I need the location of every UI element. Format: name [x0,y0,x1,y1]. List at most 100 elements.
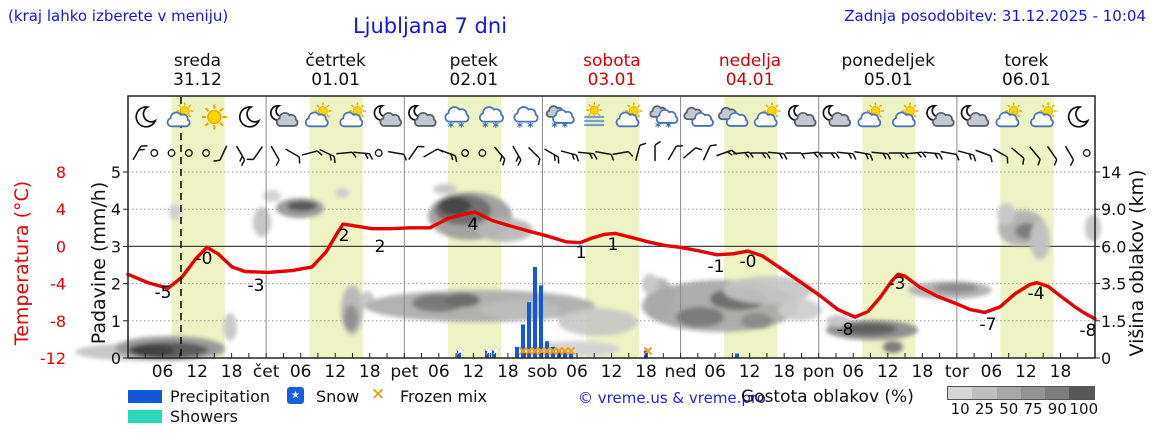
density-segment-90 [1045,387,1070,399]
frozen-mix-mark [537,347,545,355]
hour-label: 18 [497,362,519,382]
wind-barb-icon [871,151,892,160]
wind-calm-icon [150,149,159,157]
snow-flakes: * * [551,120,568,134]
wind-barb-icon [750,152,771,159]
day-header-sobota: sobota 03.01 [542,52,681,90]
showers-swatch [128,410,162,423]
temperature-tick-label: -4 [50,275,66,294]
wind-barb-icon [975,149,993,163]
last-update-timestamp: Zadnja posodobitev: 31.12.2025 - 10:04 [844,7,1146,25]
hour-label: 12 [601,362,623,382]
precipitation-tick-label: 4 [111,200,121,219]
hour-label: 12 [877,362,899,382]
density-segment-100 [1069,387,1094,399]
hour-label: 18 [635,362,657,382]
wind-barb-icon [270,145,280,167]
temperature-value-label: 1 [608,235,619,255]
cloud-shape [414,112,437,127]
cloud-height-tick-label: 0 [1101,349,1111,368]
cloud-cover-layer [75,184,1101,361]
wind-barb-icon [1011,147,1025,165]
day-name: nedelja [718,51,782,71]
temperature-tick-label: 0 [56,237,66,256]
hour-label: 12 [324,362,346,382]
temperature-tick-label: 8 [56,163,66,182]
day-abbr-label: pet [390,362,418,382]
menu-hint: (kraj lahko izberete v meniju) [8,7,229,25]
precipitation-bar [457,350,461,358]
cloud-blob [723,276,813,304]
day-abbr-label: tor [945,362,969,382]
snow-mark: ★ [485,346,494,357]
weather-icon-sun-cloud [166,102,194,128]
precipitation-bar [539,285,543,358]
temperature-value-label: -4 [1028,284,1045,304]
hour-label: 06 [290,362,312,382]
day-name: torek [1004,51,1049,71]
cloud-shape [275,112,299,127]
frozen-mix-mark [543,347,551,355]
cloud-blob [997,203,1015,225]
day-header-ponedeljek: ponedeljek 05.01 [819,52,958,90]
snow-legend-label: Snow [316,387,360,406]
copyright-link[interactable]: © vreme.us & vreme.pro [578,389,766,407]
weather-icon-cloud-snow: * * [513,106,539,134]
density-level-label: 25 [974,400,994,418]
day-abbr-label: ned [665,362,697,382]
wind-barb-icon [785,152,806,159]
hour-label: 12 [463,362,485,382]
weather-icon-sun-cloud [753,102,781,128]
wind-barb-icon [1046,146,1058,166]
cloud-shape [513,106,539,123]
weather-icon-cloud-snow: * * [478,106,504,134]
cloud-height-tick-label: 14 [1101,163,1121,182]
temperature-value-label: 2 [375,237,386,257]
moon-shape [1067,106,1090,128]
day-name: četrtek [305,51,366,71]
wind-barb-icon [560,150,580,162]
temperature-value-label: -8 [837,320,854,340]
weather-icon-moon-cloud [822,104,851,127]
hour-label: 06 [842,362,864,382]
density-level-label: 75 [1023,400,1043,418]
precipitation-bar [485,350,489,358]
wind-barb-icon [940,150,960,161]
day-date: 04.01 [725,70,775,90]
hour-label: 18 [359,362,381,382]
density-segment-50 [996,387,1021,399]
frozen-mix-mark [567,347,575,355]
weather-icon-clouds [718,106,749,127]
wind-calm-icon [1082,149,1091,157]
wind-barb-icon [527,146,541,166]
temperature-value-label: -3 [248,276,265,296]
day-abbr-label: sob [527,362,557,382]
cloud-shape [857,111,882,128]
snow-flakes: * * [517,120,534,134]
wind-barb-icon [888,152,909,159]
wind-calm-icon [374,149,383,157]
precipitation-bar [551,346,555,358]
cloud-blob [778,299,822,321]
weather-icon-moon [1067,106,1090,128]
day-abbr-label: čet [253,362,280,382]
temperature-tick-label: -8 [50,312,66,331]
frozen-mix-mark [561,347,569,355]
hour-label: 06 [704,362,726,382]
precipitation-bar [569,353,573,358]
cloud-shape [655,109,679,124]
frozen-mix-mark [549,347,557,355]
frozen-mix-legend-label: Frozen mix [400,387,488,406]
frozen-mix-mark [525,347,533,355]
precipitation-bar [557,350,561,358]
wind-barb-icon [408,145,425,160]
wind-barb-icon [512,145,522,167]
weather-icon-clouds-snow: * * [649,105,679,134]
wind-barb-icon [906,151,927,158]
cloud-blob [883,341,903,353]
weather-icon-fog-sun [584,101,605,127]
wind-barb-icon [802,151,823,158]
wind-calm-icon [202,149,211,157]
day-date: 02.01 [449,70,499,90]
